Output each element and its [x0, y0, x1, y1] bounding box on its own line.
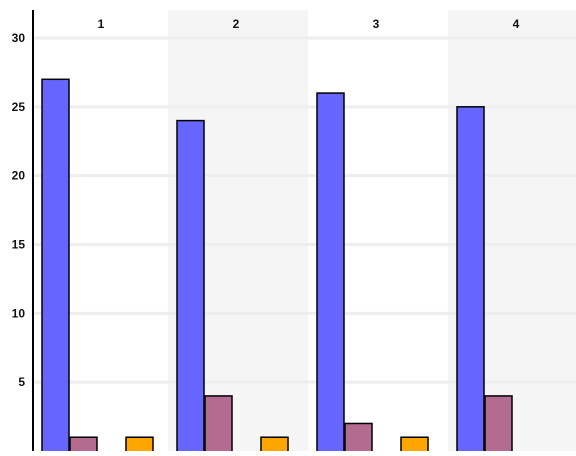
bar-s2-cat-1 — [69, 436, 98, 454]
bars — [41, 78, 568, 454]
bar-s3-cat-2 — [260, 436, 289, 454]
category-label-3: 3 — [373, 17, 380, 31]
bar-s1-cat-4 — [456, 106, 485, 454]
y-tick-label-20: 20 — [12, 169, 26, 183]
gridlines — [33, 36, 576, 384]
y-tick-label-10: 10 — [12, 306, 26, 320]
category-label-4: 4 — [513, 17, 520, 31]
y-tick-labels: 5 10 15 20 25 30 — [12, 31, 26, 389]
bar-s2-cat-3 — [344, 422, 373, 454]
category-label-2: 2 — [233, 17, 240, 31]
bar-s1-cat-2 — [176, 119, 205, 454]
y-tick-label-30: 30 — [12, 31, 26, 45]
bar-s3-cat-1 — [125, 436, 154, 454]
category-label-1: 1 — [98, 17, 105, 31]
bar-s3-cat-3 — [400, 436, 429, 454]
bar-s1-cat-3 — [316, 92, 345, 454]
y-tick-label-25: 25 — [12, 100, 26, 114]
y-tick-label-15: 15 — [12, 238, 26, 252]
y-tick-label-5: 5 — [18, 375, 25, 389]
bar-s2-cat-4 — [484, 395, 513, 454]
bar-s1-cat-1 — [41, 78, 70, 454]
category-bands — [168, 10, 576, 451]
category-labels: 1 2 3 4 — [98, 17, 520, 31]
bar-s2-cat-2 — [204, 395, 233, 454]
